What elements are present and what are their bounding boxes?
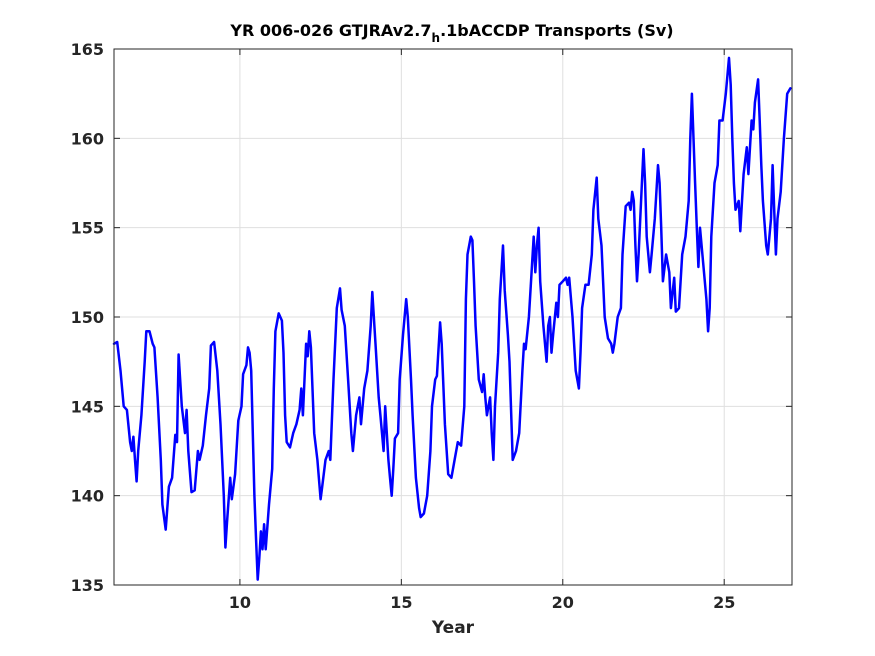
y-tick-label: 160 bbox=[71, 129, 104, 148]
y-tick-label: 145 bbox=[71, 397, 104, 416]
series-line bbox=[112, 56, 792, 581]
x-tick-label: 10 bbox=[229, 593, 251, 612]
grid-layer bbox=[114, 49, 792, 585]
chart-title-subscript: h bbox=[432, 31, 441, 45]
y-tick-label: 155 bbox=[71, 219, 104, 238]
x-tick-label: 15 bbox=[390, 593, 412, 612]
x-axis-label: Year bbox=[431, 618, 475, 638]
tick-layer: 10 15 20 25 135 140 145 150 155 160 165 bbox=[71, 40, 792, 612]
plot-layer bbox=[112, 56, 792, 581]
chart-title: YR 006-026 GTJRAv2.7h.1bACCDP Transports… bbox=[229, 21, 673, 45]
y-tick-label: 150 bbox=[71, 308, 104, 327]
y-tick-label: 135 bbox=[71, 576, 104, 595]
x-tick-label: 20 bbox=[552, 593, 574, 612]
chart-title-rest: .1bACCDP Transports (Sv) bbox=[440, 21, 674, 40]
y-tick-label: 140 bbox=[71, 487, 104, 506]
chart-title-main: YR 006-026 GTJRAv2.7 bbox=[229, 21, 431, 40]
x-tick-label: 25 bbox=[713, 593, 735, 612]
y-tick-label: 165 bbox=[71, 40, 104, 59]
